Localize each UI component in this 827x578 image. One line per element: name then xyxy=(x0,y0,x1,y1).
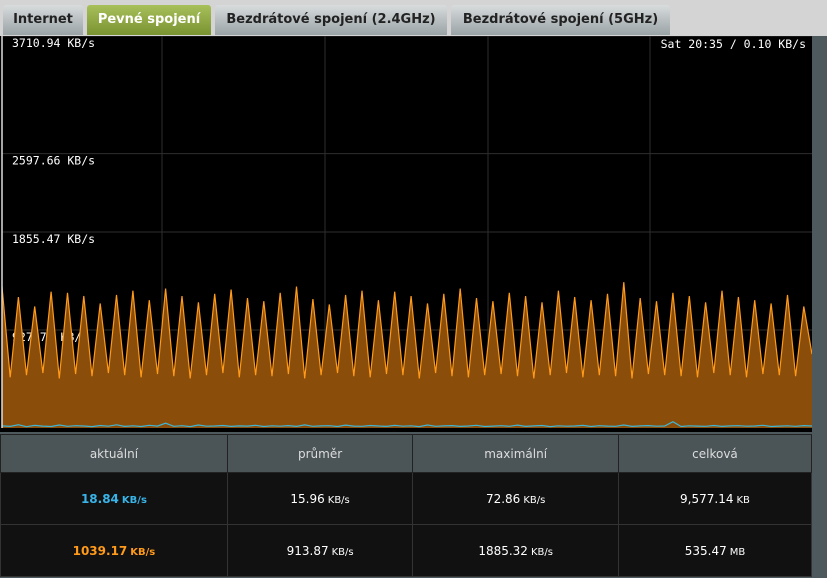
cell-unit: KB xyxy=(736,494,750,506)
tab[interactable]: Bezdrátové spojení (5GHz) xyxy=(451,5,670,35)
cell-unit: KB/s xyxy=(130,546,156,558)
cell-unit: KB/s xyxy=(523,494,546,506)
cell: 9,577.14 KB xyxy=(617,472,813,525)
tab[interactable]: Internet xyxy=(3,5,83,35)
y-tick-label: 1855.47 KB/s xyxy=(12,232,95,246)
header: aktuální xyxy=(0,434,228,473)
cell: 1039.17 KB/s xyxy=(0,524,228,577)
cell-value: 535.47 xyxy=(684,543,727,558)
row: 18.84 KB/s 15.96 KB/s 72.86 KB/s 9,577.14 KB xyxy=(0,472,813,525)
cell-unit: KB/s xyxy=(121,494,147,506)
cell-unit: KB/s xyxy=(530,546,553,558)
cell-unit: KB/s xyxy=(331,546,354,558)
cell-value: 9,577.14 xyxy=(680,491,734,506)
cell: 913.87 KB/s xyxy=(226,524,414,577)
cell: 15.96 KB/s xyxy=(226,472,414,525)
cell-value: 913.87 xyxy=(286,543,329,558)
cell-value: 1039.17 xyxy=(72,543,128,558)
tab[interactable]: Bezdrátové spojení (2.4GHz) xyxy=(215,5,447,35)
stats-table: aktuální průměr maximální celková 18.84 K… xyxy=(0,434,813,577)
line xyxy=(1,421,812,428)
cell-unit: KB/s xyxy=(327,494,350,506)
cell-value: 72.86 xyxy=(485,491,521,506)
cell: 535.47 MB xyxy=(617,524,813,577)
header: celková xyxy=(617,434,813,473)
cell: 18.84 KB/s xyxy=(0,472,228,525)
row: 1039.17 KB/s 913.87 KB/s 1885.32 KB/s 535.47 MB xyxy=(0,524,813,577)
header: maximální xyxy=(412,434,619,473)
tab-bar: Internet Pevné spojení Bezdrátové spojen… xyxy=(0,0,827,36)
cell-unit: MB xyxy=(729,546,746,558)
y-tick-label: 3710.94 KB/s xyxy=(12,36,95,50)
header: průměr xyxy=(226,434,414,473)
cell: 72.86 KB/s xyxy=(412,472,619,525)
header-row: aktuální průměr maximální celková xyxy=(0,434,813,473)
cell-value: 18.84 xyxy=(80,491,119,506)
annotation: Sat 20:35 / 0.10 KB/s xyxy=(661,37,806,51)
cell: 1885.32 KB/s xyxy=(412,524,619,577)
y-tick-label: 2597.66 KB/s xyxy=(12,154,95,168)
tab[interactable]: Pevné spojení xyxy=(87,5,211,35)
cell-value: 15.96 xyxy=(290,491,325,506)
line xyxy=(1,282,812,379)
cell-value: 1885.32 xyxy=(478,543,528,558)
